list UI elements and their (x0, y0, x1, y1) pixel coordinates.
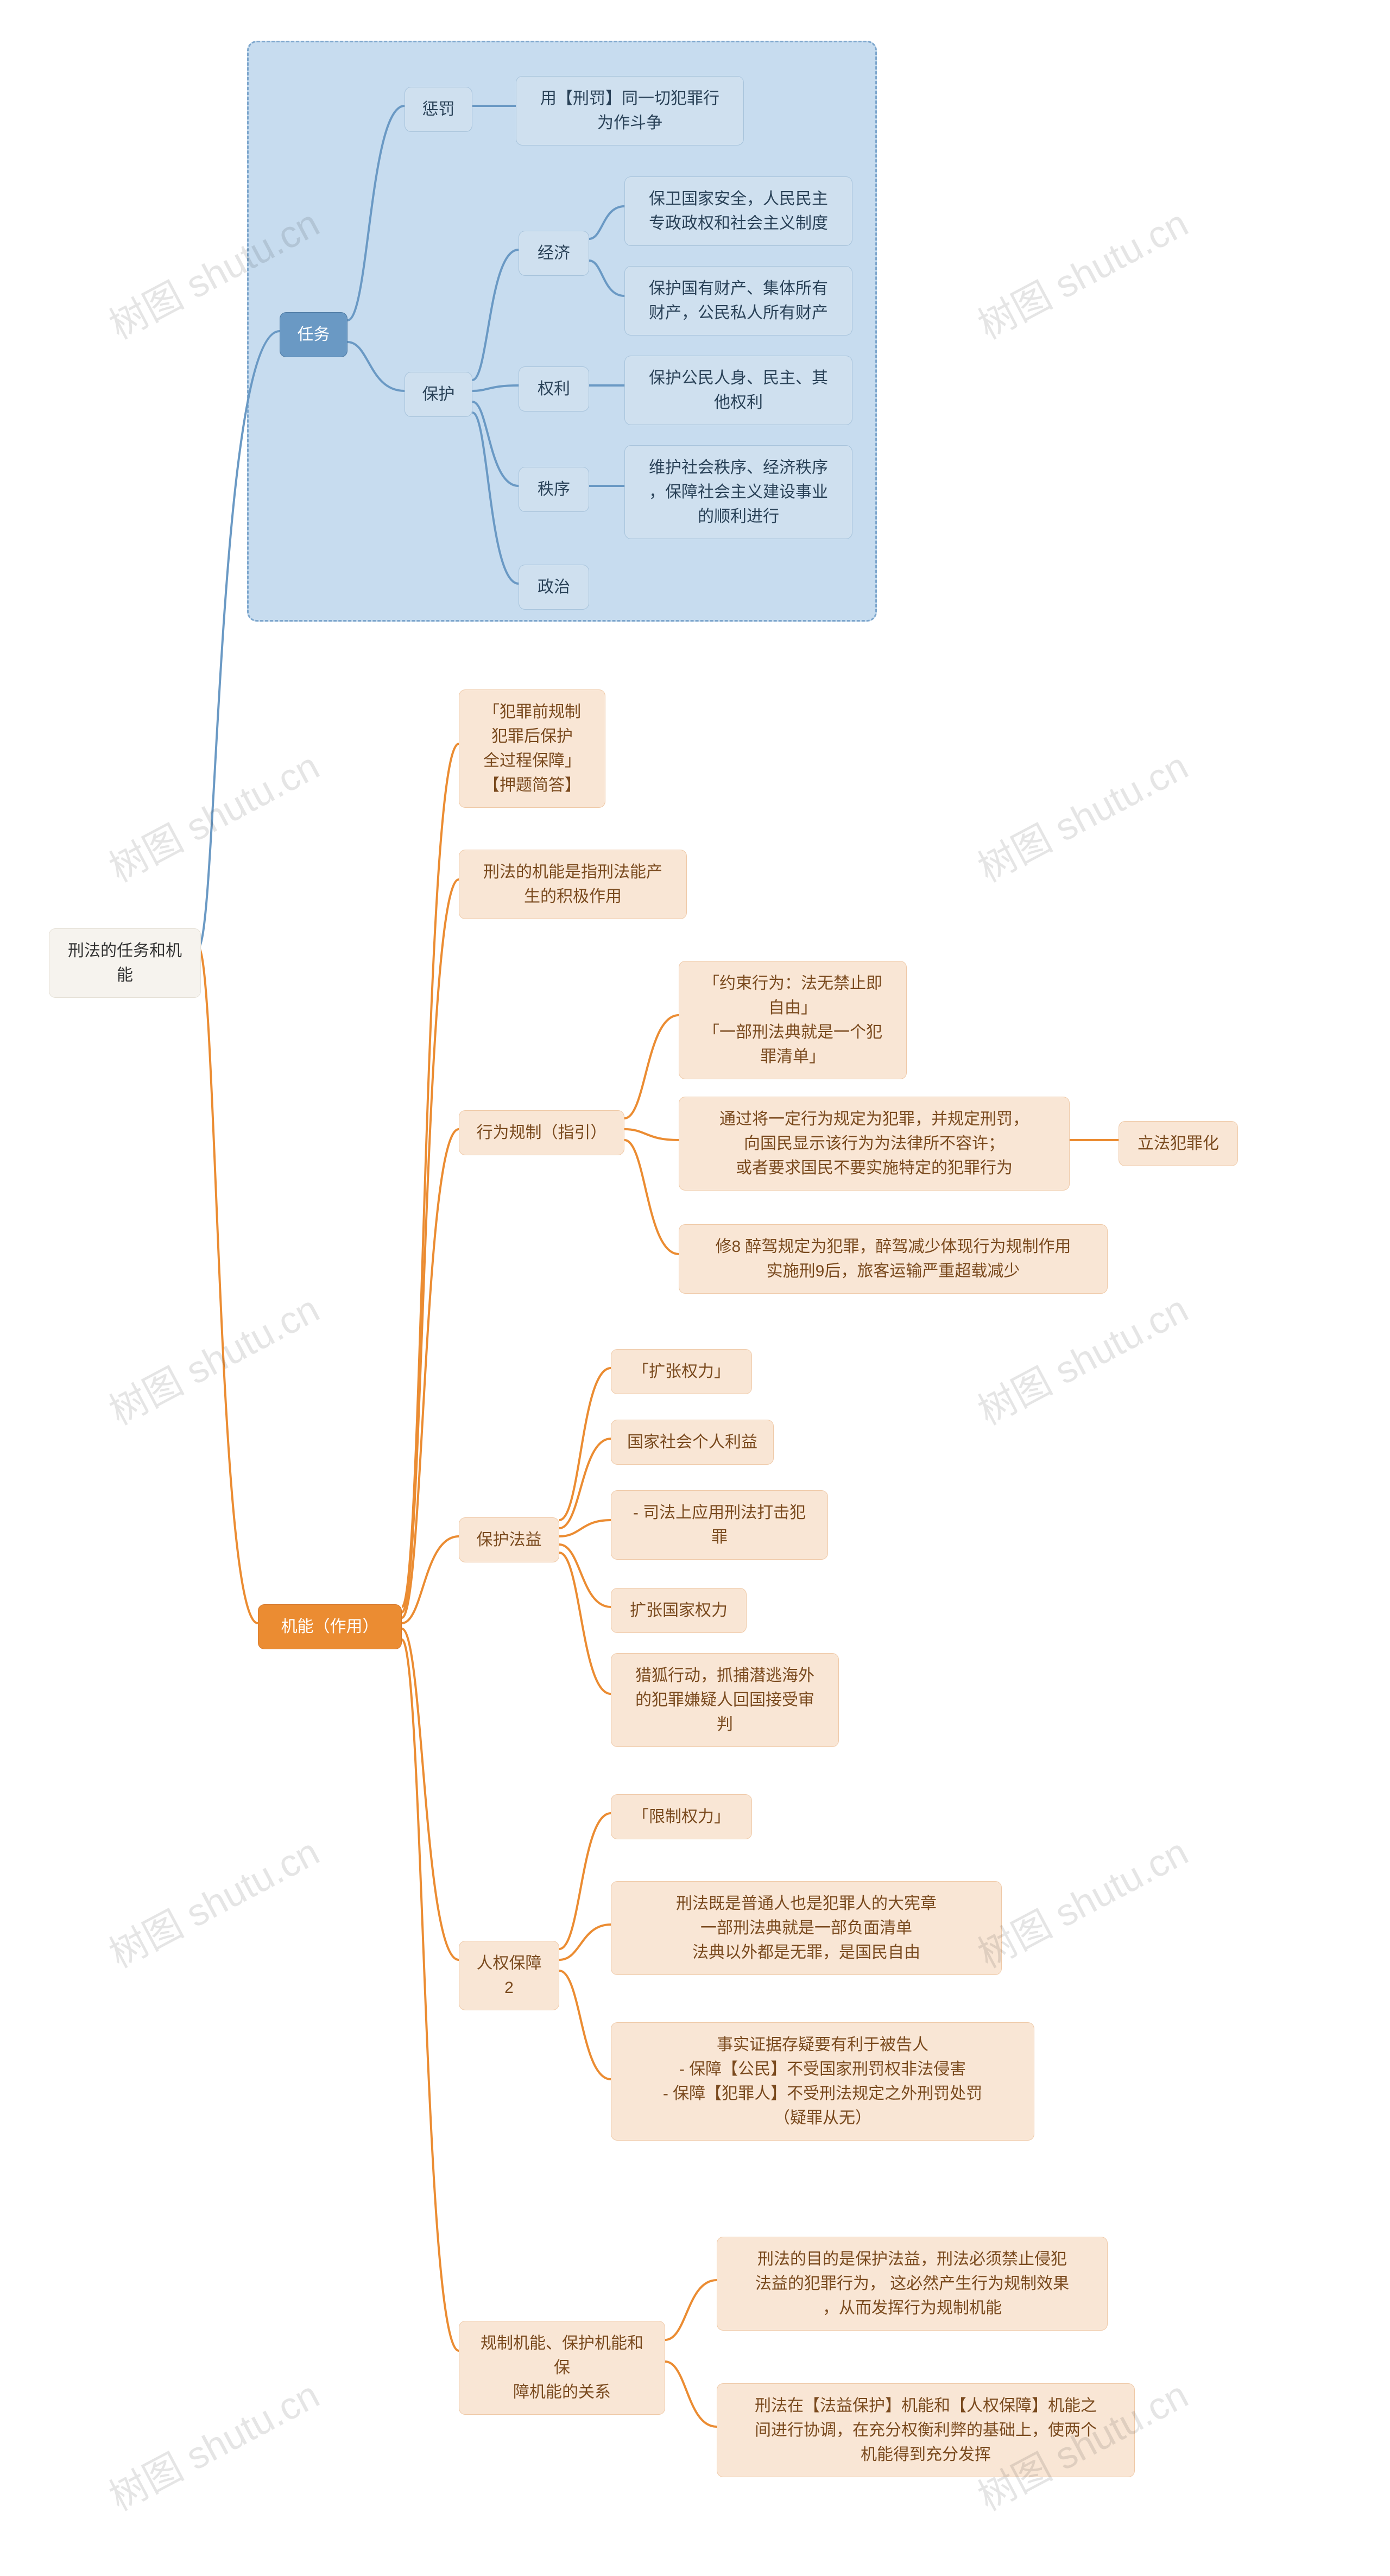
fn-intro1: 「犯罪前规制 犯罪后保护 全过程保障」 【押题简答】 (459, 689, 605, 808)
watermark: 树图 shutu.cn (967, 736, 1196, 893)
tasks-node: 任务 (280, 312, 348, 357)
watermark: 树图 shutu.cn (98, 2365, 327, 2521)
politics-node: 政治 (519, 565, 589, 610)
protect-interest-node: 保护法益 (459, 1517, 559, 1562)
economy-d2: 保护国有财产、集体所有 财产，公民私人所有财产 (624, 266, 852, 336)
pi-d4: 扩张国家权力 (611, 1588, 747, 1633)
hr-d3: 事实证据存疑要有利于被告人 - 保障【公民】不受国家刑罚权非法侵害 - 保障【犯… (611, 2022, 1034, 2141)
regulate-d1: 「约束行为：法无禁止即 自由」 「一部刑法典就是一个犯 罪清单」 (679, 961, 907, 1079)
watermark: 树图 shutu.cn (967, 1279, 1196, 1435)
relation-node: 规制机能、保护机能和保 障机能的关系 (459, 2321, 665, 2415)
protect-node: 保护 (405, 372, 472, 417)
pi-d1: 「扩张权力」 (611, 1349, 752, 1394)
fn-intro2: 刑法的机能是指刑法能产 生的积极作用 (459, 850, 687, 919)
human-rights-node: 人权保障2 (459, 1941, 559, 2010)
hr-d1: 「限制权力」 (611, 1794, 752, 1839)
watermark: 树图 shutu.cn (98, 1822, 327, 1978)
functions-node: 机能（作用） (258, 1604, 402, 1649)
pi-d2: 国家社会个人利益 (611, 1420, 774, 1465)
pi-d3: - 司法上应用刑法打击犯 罪 (611, 1490, 828, 1560)
punish-detail: 用【刑罚】同一切犯罪行 为作斗争 (516, 76, 744, 145)
regulate-d2: 通过将一定行为规定为犯罪，并规定刑罚， 向国民显示该行为为法律所不容许； 或者要… (679, 1097, 1070, 1191)
order-node: 秩序 (519, 467, 589, 512)
regulate-d2-to: 立法犯罪化 (1119, 1121, 1238, 1166)
relation-d1: 刑法的目的是保护法益，刑法必须禁止侵犯 法益的犯罪行为， 这必然产生行为规制效果… (717, 2237, 1108, 2331)
regulate-node: 行为规制（指引） (459, 1110, 624, 1155)
relation-d2: 刑法在【法益保护】机能和【人权保障】机能之 间进行协调，在充分权衡利弊的基础上，… (717, 2383, 1135, 2477)
pi-d5: 猎狐行动，抓捕潜逃海外 的犯罪嫌疑人回国接受审 判 (611, 1653, 839, 1747)
watermark: 树图 shutu.cn (98, 736, 327, 893)
watermark: 树图 shutu.cn (98, 1279, 327, 1435)
regulate-d3: 修8 醉驾规定为犯罪，醉驾减少体现行为规制作用 实施刑9后，旅客运输严重超载减少 (679, 1224, 1108, 1294)
rights-node: 权利 (519, 366, 589, 412)
rights-d1: 保护公民人身、民主、其 他权利 (624, 356, 852, 425)
root-node: 刑法的任务和机能 (49, 928, 201, 998)
watermark: 树图 shutu.cn (967, 193, 1196, 350)
economy-d1: 保卫国家安全，人民民主 专政政权和社会主义制度 (624, 176, 852, 246)
economy-node: 经济 (519, 231, 589, 276)
hr-d2: 刑法既是普通人也是犯罪人的大宪章 一部刑法典就是一部负面清单 法典以外都是无罪，… (611, 1881, 1002, 1975)
punish-node: 惩罚 (405, 87, 472, 132)
order-d1: 维护社会秩序、经济秩序 ，保障社会主义建设事业 的顺利进行 (624, 445, 852, 539)
